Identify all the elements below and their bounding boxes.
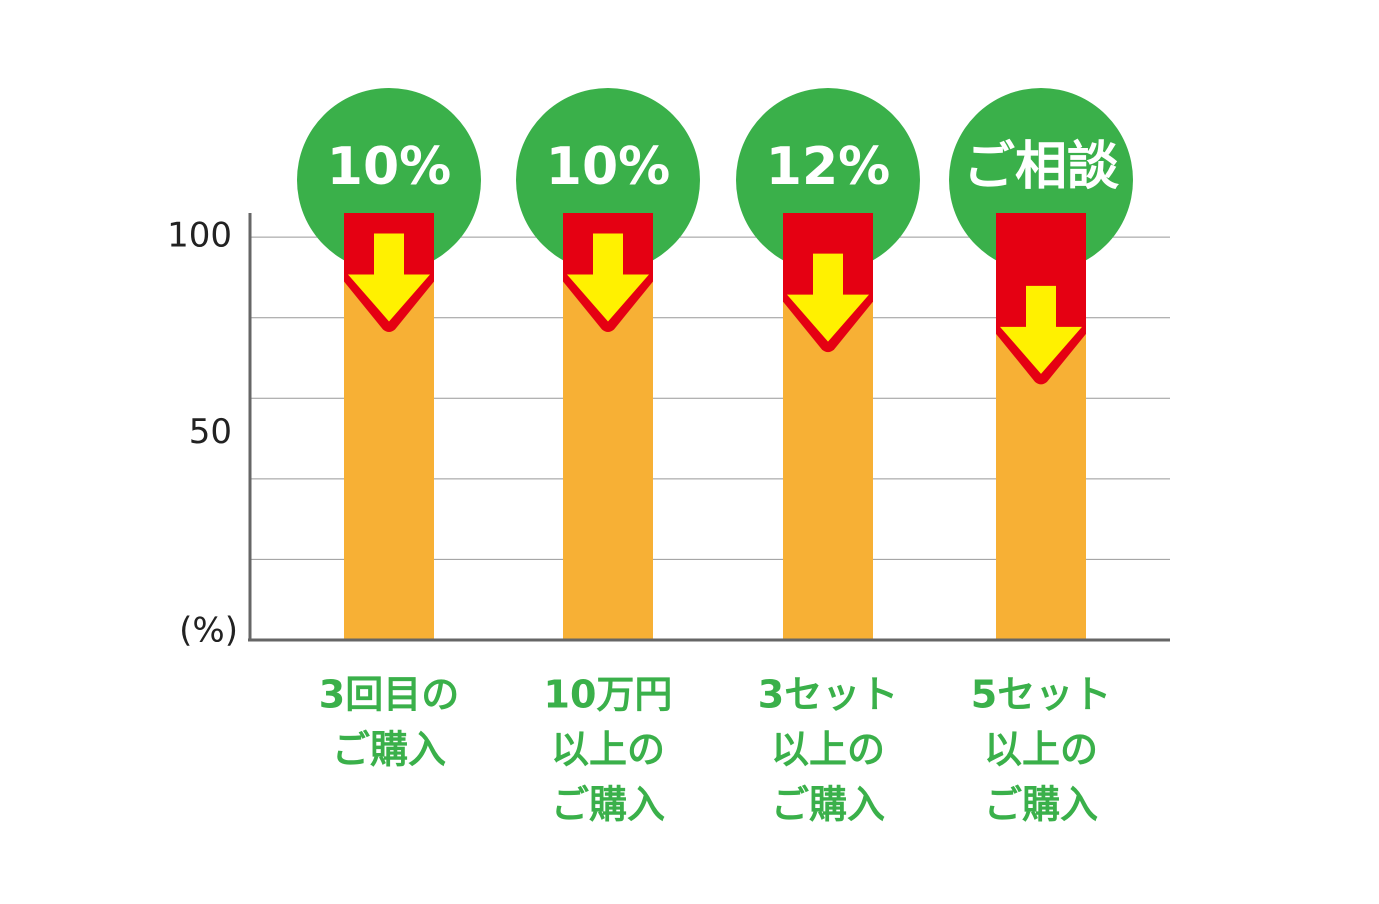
badge-label: 10% [546, 137, 670, 197]
x-tick-label: 以上の [984, 728, 1098, 772]
badge [949, 88, 1133, 272]
x-tick-label: 3回目の [319, 673, 459, 717]
x-tick-label: 以上の [551, 728, 665, 772]
bar-base [783, 297, 873, 640]
x-tick-label: 以上の [771, 728, 885, 772]
arrow [567, 233, 649, 322]
badge-label: ご相談 [963, 137, 1119, 197]
y-axis-label: (%) [179, 611, 238, 651]
x-tick-label: 3セット [758, 673, 898, 717]
badge-label: 12% [766, 137, 890, 197]
badge [736, 88, 920, 272]
badge-label: 10% [327, 137, 451, 197]
arrow [348, 233, 430, 322]
x-tick-label: ご購入 [771, 783, 885, 827]
x-tick-label: ご購入 [332, 728, 446, 772]
badge [516, 88, 700, 272]
bar-base [344, 277, 434, 640]
x-tick-label: 10万円 [544, 673, 673, 717]
y-tick-label: 100 [167, 216, 232, 256]
badge [297, 88, 481, 272]
bar-base [563, 277, 653, 640]
x-tick-label: ご購入 [984, 783, 1098, 827]
arrow [1000, 285, 1082, 374]
arrow [787, 253, 869, 342]
x-tick-label: 5セット [971, 673, 1111, 717]
x-tick-label: ご購入 [551, 783, 665, 827]
y-tick-label: 50 [189, 412, 232, 452]
